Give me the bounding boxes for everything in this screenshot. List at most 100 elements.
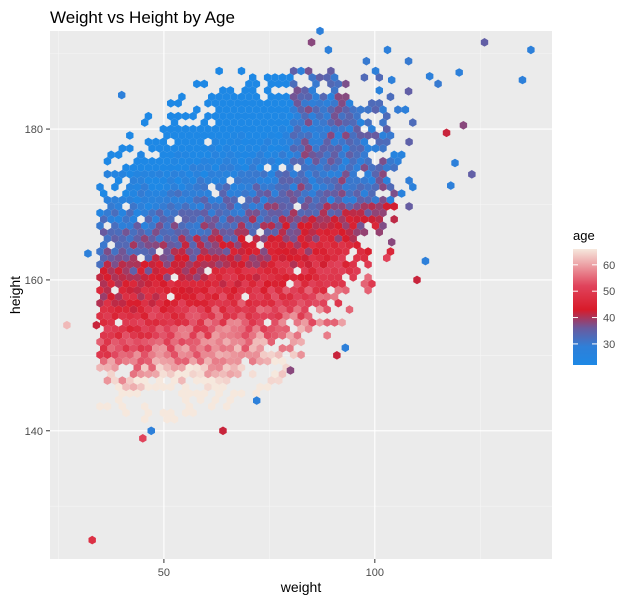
hex-bin — [118, 234, 127, 243]
hex-bin — [345, 111, 354, 121]
hex-bin — [133, 337, 141, 347]
hex-bin — [371, 221, 380, 231]
hex-bin — [390, 215, 398, 224]
hex-bin — [289, 131, 298, 140]
hex-bin — [159, 369, 167, 379]
hex-bin — [245, 208, 253, 218]
hex-bin — [196, 227, 205, 237]
hex-bin — [215, 350, 223, 360]
hex-bin — [96, 311, 104, 321]
hex-bin — [293, 318, 302, 327]
hex-bin — [133, 298, 141, 308]
hex-bin — [256, 318, 264, 327]
hex-bin — [308, 227, 316, 237]
hex-bin — [103, 286, 112, 295]
x-tick-label: 50 — [158, 567, 170, 579]
hex-bin — [185, 208, 194, 218]
hex-bin — [222, 131, 231, 140]
hex-bin — [163, 260, 171, 269]
hex-bin — [159, 202, 167, 211]
hex-bin — [204, 111, 212, 121]
hex-bin — [129, 382, 138, 392]
hex-bin — [126, 273, 134, 282]
hex-bin — [356, 157, 365, 166]
hex-bin — [159, 305, 167, 314]
hex-bin — [163, 208, 171, 218]
hex-bin — [208, 350, 216, 360]
hex-bin — [237, 182, 246, 192]
hex-bin — [249, 318, 257, 327]
hex-bin — [338, 163, 346, 172]
hex-bin — [144, 240, 153, 250]
hex-bin — [267, 350, 275, 360]
hex-bin — [301, 305, 309, 314]
outlier-point — [324, 45, 333, 55]
hex-bin — [271, 137, 279, 147]
hex-bin — [181, 176, 190, 185]
hex-bin — [103, 337, 112, 347]
hex-bin — [148, 298, 156, 308]
hex-bin — [174, 99, 182, 108]
outlier-point — [333, 351, 341, 360]
hex-bin — [237, 273, 246, 282]
outlier-point — [219, 426, 227, 436]
hex-bin — [234, 215, 242, 224]
hex-bin — [353, 163, 361, 172]
hex-bin — [371, 182, 380, 192]
hex-bin — [141, 195, 149, 205]
outlier-point — [404, 56, 413, 66]
hex-bin — [114, 202, 123, 211]
hex-bin — [126, 324, 134, 334]
hex-bin — [304, 221, 313, 231]
hex-bin — [152, 305, 160, 314]
hex-bin — [237, 169, 246, 179]
hex-bin — [230, 221, 238, 231]
y-axis-title: height — [7, 276, 23, 314]
hex-bin — [204, 382, 212, 392]
hex-bin — [286, 73, 294, 82]
hex-bin — [267, 260, 275, 269]
hex-bin — [312, 286, 320, 295]
hex-bin — [174, 137, 182, 147]
hex-bin — [226, 279, 235, 289]
hex-bin — [200, 376, 208, 385]
hex-bin — [267, 234, 275, 243]
hex-bin — [118, 389, 127, 398]
hex-bin — [185, 273, 194, 282]
hex-bin — [141, 169, 149, 179]
hex-bin — [338, 99, 346, 108]
hex-bin — [118, 337, 127, 347]
hex-bin — [334, 92, 343, 102]
hex-bin — [275, 324, 283, 334]
hex-bin — [129, 318, 138, 327]
hex-bin — [237, 92, 246, 102]
hex-bin — [211, 124, 220, 134]
hex-bin — [327, 79, 335, 89]
hex-bin — [230, 157, 238, 166]
hex-bin — [330, 292, 339, 301]
hex-bin — [129, 305, 138, 314]
hex-bin — [271, 253, 279, 263]
hex-bin — [267, 298, 275, 308]
hex-bin — [323, 253, 331, 263]
hex-bin — [271, 99, 279, 108]
hex-bin — [152, 318, 160, 327]
hex-bin — [204, 240, 212, 250]
hex-bin — [252, 311, 261, 321]
hex-bin — [364, 273, 372, 282]
hex-bin — [256, 189, 264, 198]
hex-bin — [319, 260, 328, 269]
hex-bin — [137, 382, 145, 392]
hex-bin — [252, 286, 261, 295]
hex-bin — [263, 124, 272, 134]
hex-bin — [230, 363, 238, 372]
hex-bin — [241, 279, 249, 289]
hex-bin — [308, 99, 316, 108]
hex-bin — [204, 227, 212, 237]
hex-bin — [234, 356, 242, 366]
hex-bin — [308, 215, 316, 224]
hex-bin — [327, 157, 335, 166]
hex-bin — [237, 105, 246, 114]
hex-bin — [100, 331, 108, 340]
hex-bin — [319, 286, 328, 295]
